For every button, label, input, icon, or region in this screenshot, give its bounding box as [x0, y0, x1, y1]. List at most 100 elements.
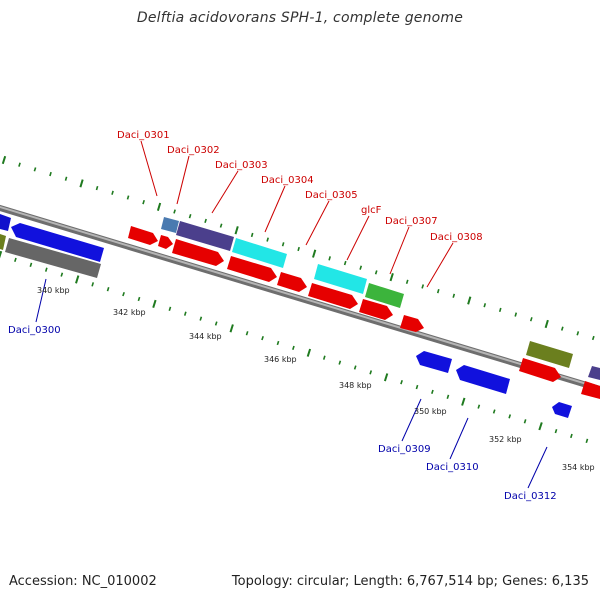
gene-daci-0300[interactable]	[11, 223, 104, 262]
gene-label: Daci_0301	[117, 130, 170, 141]
tick-mark	[266, 237, 269, 242]
tick-mark	[328, 256, 331, 261]
tick-mark	[544, 319, 549, 329]
tick-mark	[483, 303, 487, 308]
gene-daci-0311[interactable]	[526, 341, 573, 368]
tick-mark	[421, 284, 425, 289]
tick-mark	[353, 365, 357, 370]
gene-red-9[interactable]	[519, 358, 561, 382]
gene-label: Daci_0307	[385, 216, 438, 227]
tick-mark	[492, 409, 496, 414]
gene-red-8[interactable]	[400, 315, 424, 332]
tick-mark	[219, 223, 223, 228]
gene-daci-0312[interactable]	[552, 402, 572, 418]
tick-mark	[204, 218, 207, 224]
gene-daci-0303[interactable]	[176, 221, 234, 251]
tick-mark	[91, 282, 95, 287]
tick-mark	[122, 291, 125, 297]
accession-text: Accession: NC_010002	[9, 574, 157, 589]
tick-mark	[591, 335, 595, 341]
tick-mark	[29, 262, 33, 267]
tick-mark	[245, 331, 249, 336]
gene-red-4[interactable]	[227, 256, 277, 282]
red-genes	[128, 226, 600, 399]
tick-mark	[359, 265, 363, 270]
tick-mark	[369, 370, 373, 375]
gene-red-6[interactable]	[308, 283, 358, 309]
gene-red-5[interactable]	[277, 272, 307, 292]
tick-mark	[261, 335, 264, 341]
tick-mark	[137, 296, 141, 302]
tick-mark	[452, 293, 456, 298]
tick-mark	[18, 162, 21, 167]
tick-mark	[250, 232, 254, 238]
tick-mark	[405, 279, 409, 284]
gene-olive-1[interactable]	[0, 234, 6, 250]
gene-daci-0304[interactable]	[232, 238, 287, 268]
tick-mark	[106, 287, 110, 292]
tick-mark	[312, 249, 317, 258]
tick-mark	[14, 257, 17, 263]
tick-mark	[498, 307, 502, 313]
tick-mark	[415, 384, 419, 390]
tick-mark	[234, 226, 239, 235]
tick-mark	[446, 394, 450, 399]
tick-mark	[585, 438, 589, 444]
tick-mark	[75, 275, 80, 284]
tick-mark	[523, 419, 527, 424]
scale-label: 352 kbp	[489, 435, 522, 444]
tick-mark	[126, 195, 130, 200]
tick-mark	[431, 389, 434, 395]
tick-mark	[142, 199, 145, 205]
map-title: Delftia acidovorans SPH-1, complete geno…	[136, 10, 464, 26]
gene-red-7[interactable]	[359, 299, 393, 320]
gene-glcf[interactable]	[365, 283, 404, 308]
tick-mark	[508, 414, 512, 419]
gene-daci-0313[interactable]	[588, 366, 600, 380]
tick-mark	[374, 270, 378, 275]
tick-mark	[514, 312, 518, 317]
tick-mark	[389, 272, 394, 282]
tick-mark	[214, 321, 218, 326]
tick-mark	[44, 267, 48, 272]
tick-mark	[560, 326, 564, 331]
tick-mark	[188, 214, 192, 219]
gene-daci-0299[interactable]	[0, 214, 11, 231]
gene-red-2[interactable]	[158, 235, 173, 249]
gene-label: glcF	[361, 205, 382, 216]
gene-labels-bottom: Daci_0300 Daci_0309 Daci_0310 Daci_0312	[8, 325, 557, 502]
gene-gray-1[interactable]	[5, 238, 101, 278]
scale-label: 346 kbp	[264, 355, 297, 364]
forward-genes	[0, 214, 600, 380]
gene-red-1[interactable]	[128, 226, 158, 245]
tick-mark	[306, 348, 312, 357]
tick-mark	[281, 242, 285, 247]
gene-label: Daci_0310	[426, 462, 479, 473]
scale-label: 350 kbp	[414, 407, 447, 416]
tick-mark	[64, 176, 68, 181]
tick-mark	[570, 433, 573, 439]
tick-mark	[529, 317, 533, 322]
tick-mark	[467, 296, 472, 305]
gene-daci-0302[interactable]	[161, 217, 179, 233]
tick-mark	[292, 345, 295, 351]
scale-label: 340 kbp	[37, 286, 70, 295]
gene-daci-0309[interactable]	[416, 351, 452, 373]
tick-mark	[33, 167, 37, 172]
gene-daci-0310[interactable]	[456, 365, 510, 394]
gene-red-3[interactable]	[172, 239, 224, 266]
reverse-genes	[0, 223, 572, 418]
gene-label: Daci_0300	[8, 325, 61, 336]
tick-mark	[436, 288, 440, 294]
gene-red-10[interactable]	[581, 381, 600, 399]
gene-label: Daci_0303	[215, 160, 268, 171]
tick-mark	[400, 380, 403, 385]
gene-daci-0305[interactable]	[314, 264, 367, 294]
genome-stats-text: Topology: circular; Length: 6,767,514 bp…	[231, 574, 589, 589]
tick-mark	[95, 185, 99, 191]
inner-tick-ring	[0, 250, 589, 444]
tick-mark	[343, 260, 347, 266]
tick-mark	[60, 272, 64, 277]
tick-mark	[229, 324, 234, 333]
gene-labels-top: Daci_0301 Daci_0302 Daci_0303 Daci_0304 …	[117, 130, 483, 243]
